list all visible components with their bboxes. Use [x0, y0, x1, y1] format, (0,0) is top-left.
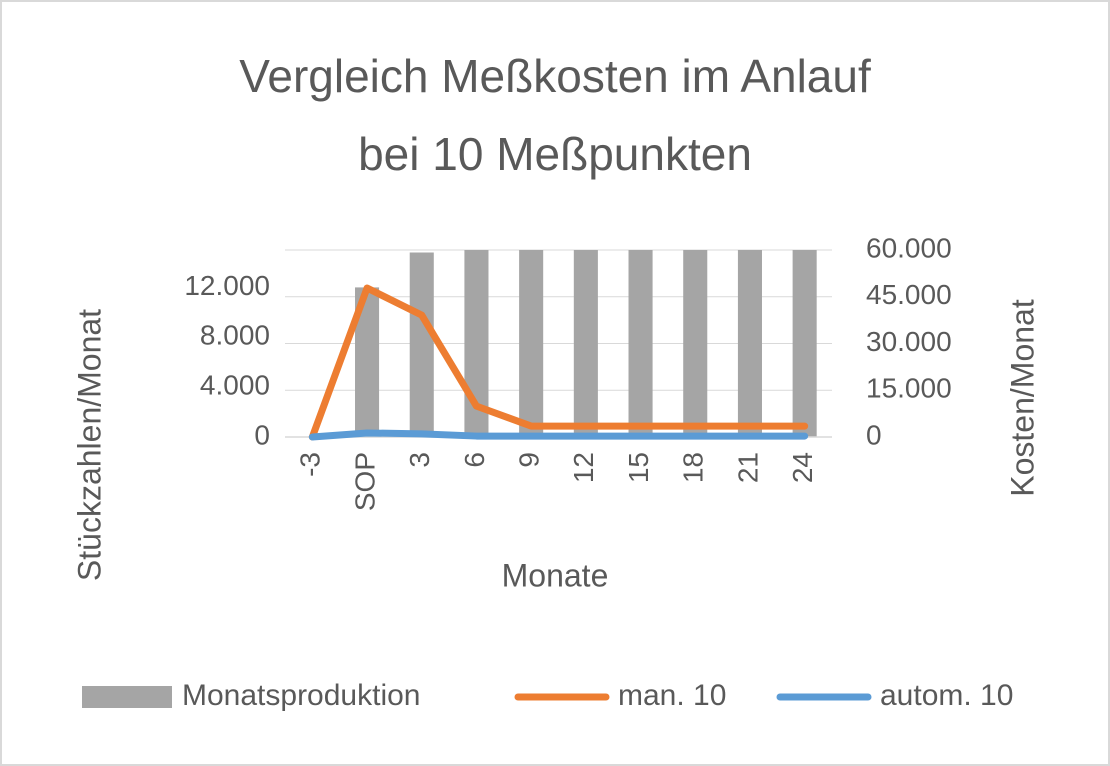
x-tick-label: 21 [732, 452, 763, 483]
y2-tick-label: 60.000 [866, 232, 952, 263]
y2-tick-label: 45.000 [866, 279, 952, 310]
y2-tick-label: 30.000 [866, 326, 952, 357]
bar [519, 250, 544, 437]
chart-title: Vergleich Meßkosten im Anlauf [239, 50, 871, 102]
legend-label: man. 10 [618, 679, 726, 712]
y-tick-label: 0 [254, 419, 270, 450]
x-tick-label: 18 [678, 452, 709, 483]
chart-title: bei 10 Meßpunkten [358, 128, 752, 180]
y2-axis-title: Kosten/Monat [1004, 299, 1040, 497]
x-tick-label: 6 [459, 452, 490, 468]
bar [792, 250, 817, 437]
x-axis-title: Monate [502, 557, 609, 593]
legend-label: autom. 10 [880, 679, 1013, 712]
y2-tick-label: 0 [866, 419, 882, 450]
x-tick-label: 9 [514, 452, 545, 468]
legend-label: Monatsproduktion [182, 679, 420, 712]
legend-swatch [82, 686, 172, 708]
x-tick-label: 24 [787, 452, 818, 483]
bar [628, 250, 653, 437]
x-tick-label: 12 [568, 452, 599, 483]
bar [737, 250, 762, 437]
line [308, 284, 809, 441]
y-tick-label: 4.000 [200, 370, 270, 401]
x-tick-label: SOP [349, 452, 380, 511]
y-tick-label: 12.000 [184, 270, 270, 301]
y-axis-title: Stückzahlen/Monat [71, 309, 107, 581]
y-tick-label: 8.000 [200, 320, 270, 351]
x-tick-label: 3 [404, 452, 435, 468]
bar [409, 252, 434, 437]
y2-tick-label: 15.000 [866, 373, 952, 404]
x-tick-label: -3 [295, 452, 326, 477]
x-tick-label: 15 [623, 452, 654, 483]
bar [683, 250, 708, 437]
bar [573, 250, 598, 437]
line [308, 429, 809, 441]
